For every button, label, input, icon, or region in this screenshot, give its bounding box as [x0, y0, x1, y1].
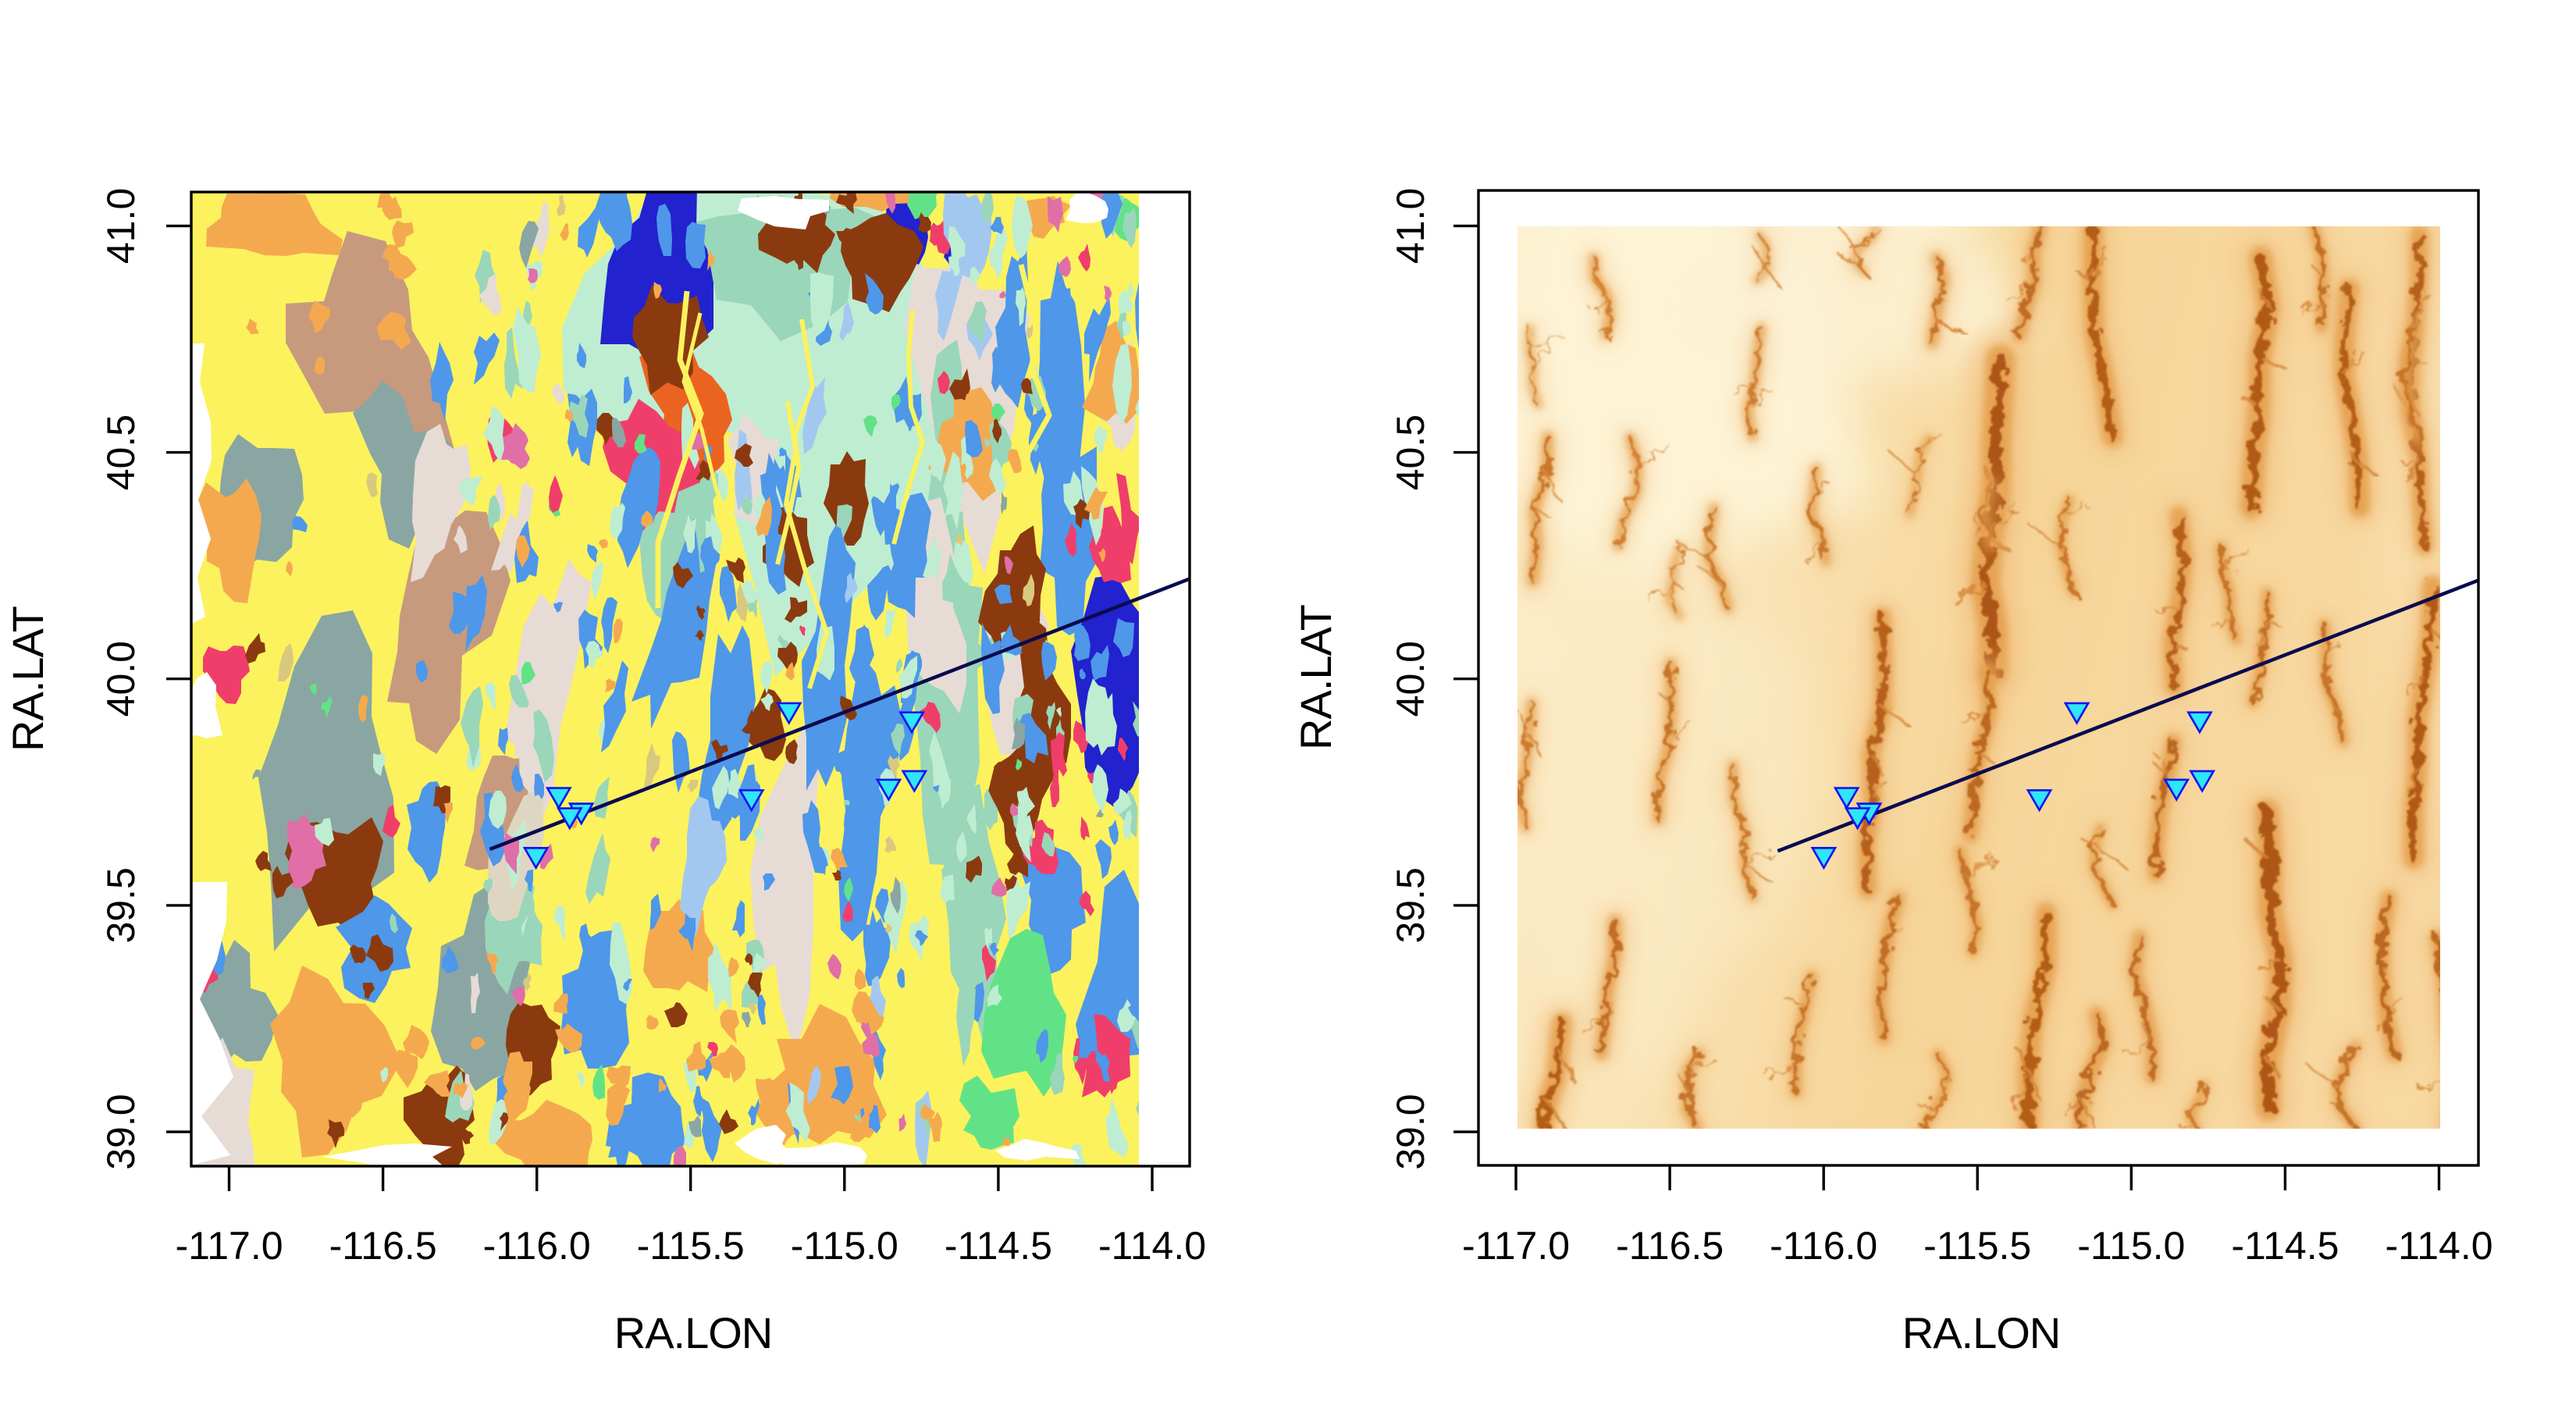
svg-text:40.0: 40.0: [99, 641, 143, 717]
svg-text:-115.0: -115.0: [791, 1224, 898, 1268]
svg-text:-116.5: -116.5: [329, 1224, 437, 1268]
svg-text:RA.LAT: RA.LAT: [1291, 605, 1340, 750]
svg-text:-117.0: -117.0: [1462, 1224, 1570, 1268]
svg-text:41.0: 41.0: [1389, 188, 1432, 264]
svg-text:-116.0: -116.0: [483, 1224, 591, 1268]
svg-text:RA.LON: RA.LON: [614, 1308, 773, 1357]
svg-text:41.0: 41.0: [99, 188, 143, 264]
svg-text:39.0: 39.0: [1389, 1094, 1432, 1169]
svg-text:RA.LAT: RA.LAT: [3, 606, 52, 752]
svg-text:-117.0: -117.0: [175, 1224, 283, 1268]
svg-text:-114.0: -114.0: [2385, 1224, 2492, 1268]
svg-text:39.5: 39.5: [99, 867, 143, 943]
svg-text:-115.0: -115.0: [2077, 1224, 2185, 1268]
svg-text:39.5: 39.5: [1389, 867, 1432, 943]
svg-text:-114.5: -114.5: [2231, 1224, 2339, 1268]
svg-text:-114.5: -114.5: [945, 1224, 1052, 1268]
svg-text:-115.5: -115.5: [637, 1224, 745, 1268]
svg-text:39.0: 39.0: [99, 1094, 143, 1169]
svg-text:-116.5: -116.5: [1616, 1224, 1724, 1268]
svg-text:-116.0: -116.0: [1770, 1224, 1877, 1268]
svg-text:-115.5: -115.5: [1923, 1224, 2031, 1268]
svg-text:RA.LON: RA.LON: [1902, 1308, 2061, 1357]
svg-text:-114.0: -114.0: [1098, 1224, 1206, 1268]
svg-text:40.0: 40.0: [1389, 641, 1432, 717]
svg-text:40.5: 40.5: [99, 414, 143, 490]
svg-text:40.5: 40.5: [1389, 414, 1432, 490]
